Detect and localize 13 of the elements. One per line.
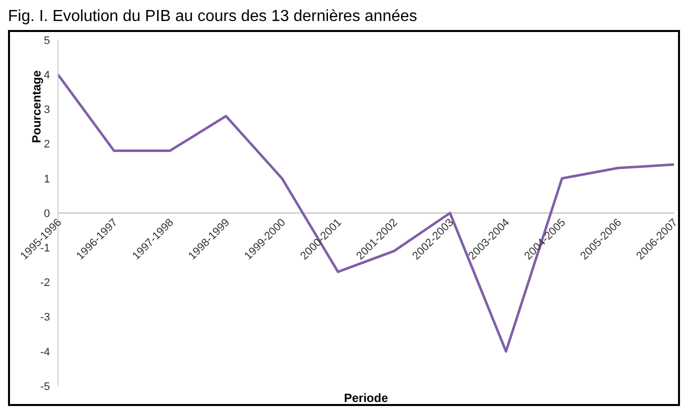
y-tick-label: 2 xyxy=(44,138,50,151)
chart-title: Fig. I. Evolution du PIB au cours des 13 dernières années xyxy=(8,8,418,27)
y-tick-label: -5 xyxy=(40,380,50,393)
y-tick-label: -3 xyxy=(40,312,50,324)
y-tick-label: 4 xyxy=(44,70,50,82)
y-tick-label: -2 xyxy=(40,277,50,290)
y-axis-title: Pourcentage xyxy=(29,70,44,143)
y-tick-label: 5 xyxy=(44,34,50,47)
y-tick-label: 3 xyxy=(44,104,50,116)
y-tick-label: 0 xyxy=(44,208,50,220)
y-tick-label: -4 xyxy=(40,346,50,358)
x-axis-title: Periode xyxy=(344,391,388,405)
y-tick-label: 1 xyxy=(44,173,50,186)
